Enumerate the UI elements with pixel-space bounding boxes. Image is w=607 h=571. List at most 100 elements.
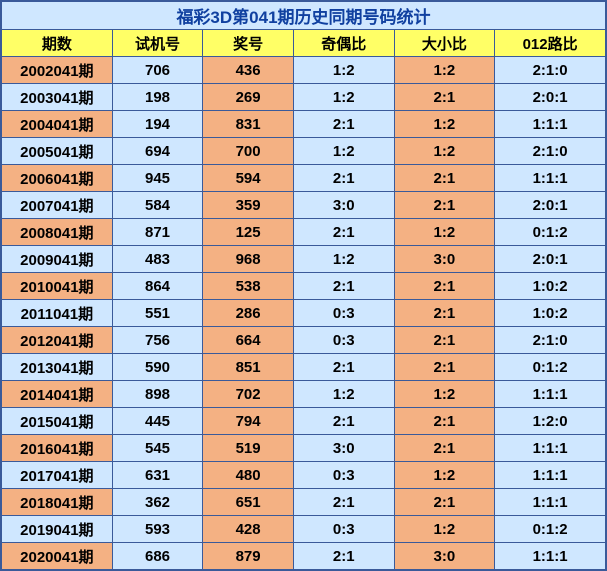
- cell-period: 2015041期: [2, 408, 113, 435]
- cell-trial: 483: [112, 246, 203, 273]
- cell-odd_even: 0:3: [293, 516, 394, 543]
- cell-win: 286: [203, 300, 294, 327]
- cell-big_small: 1:2: [394, 462, 495, 489]
- cell-trial: 194: [112, 111, 203, 138]
- cell-win: 702: [203, 381, 294, 408]
- cell-win: 700: [203, 138, 294, 165]
- col-header-win: 奖号: [203, 30, 294, 57]
- table-row: 2017041期6314800:31:21:1:1: [2, 462, 606, 489]
- cell-win: 664: [203, 327, 294, 354]
- cell-big_small: 2:1: [394, 354, 495, 381]
- cell-route012: 0:1:2: [495, 354, 606, 381]
- cell-period: 2013041期: [2, 354, 113, 381]
- cell-period: 2004041期: [2, 111, 113, 138]
- cell-big_small: 2:1: [394, 84, 495, 111]
- cell-trial: 694: [112, 138, 203, 165]
- cell-period: 2007041期: [2, 192, 113, 219]
- cell-trial: 864: [112, 273, 203, 300]
- cell-route012: 1:2:0: [495, 408, 606, 435]
- cell-big_small: 2:1: [394, 165, 495, 192]
- cell-trial: 551: [112, 300, 203, 327]
- cell-odd_even: 2:1: [293, 165, 394, 192]
- cell-big_small: 3:0: [394, 543, 495, 570]
- cell-period: 2019041期: [2, 516, 113, 543]
- cell-period: 2020041期: [2, 543, 113, 570]
- cell-trial: 706: [112, 57, 203, 84]
- cell-odd_even: 2:1: [293, 354, 394, 381]
- cell-win: 436: [203, 57, 294, 84]
- table-row: 2018041期3626512:12:11:1:1: [2, 489, 606, 516]
- cell-route012: 1:1:1: [495, 435, 606, 462]
- cell-period: 2005041期: [2, 138, 113, 165]
- cell-odd_even: 3:0: [293, 192, 394, 219]
- table-row: 2002041期7064361:21:22:1:0: [2, 57, 606, 84]
- cell-odd_even: 0:3: [293, 327, 394, 354]
- cell-big_small: 1:2: [394, 57, 495, 84]
- cell-odd_even: 0:3: [293, 462, 394, 489]
- cell-route012: 1:1:1: [495, 381, 606, 408]
- table-row: 2015041期4457942:12:11:2:0: [2, 408, 606, 435]
- cell-odd_even: 1:2: [293, 246, 394, 273]
- cell-win: 480: [203, 462, 294, 489]
- table-row: 2003041期1982691:22:12:0:1: [2, 84, 606, 111]
- cell-win: 269: [203, 84, 294, 111]
- cell-big_small: 2:1: [394, 327, 495, 354]
- col-header-oddeven: 奇偶比: [293, 30, 394, 57]
- cell-win: 519: [203, 435, 294, 462]
- cell-win: 651: [203, 489, 294, 516]
- cell-win: 538: [203, 273, 294, 300]
- cell-big_small: 1:2: [394, 516, 495, 543]
- cell-period: 2014041期: [2, 381, 113, 408]
- cell-big_small: 1:2: [394, 138, 495, 165]
- cell-period: 2016041期: [2, 435, 113, 462]
- cell-period: 2002041期: [2, 57, 113, 84]
- cell-big_small: 2:1: [394, 300, 495, 327]
- cell-period: 2012041期: [2, 327, 113, 354]
- cell-big_small: 1:2: [394, 381, 495, 408]
- cell-trial: 445: [112, 408, 203, 435]
- cell-odd_even: 2:1: [293, 273, 394, 300]
- cell-trial: 590: [112, 354, 203, 381]
- col-header-period: 期数: [2, 30, 113, 57]
- cell-period: 2010041期: [2, 273, 113, 300]
- cell-route012: 1:0:2: [495, 273, 606, 300]
- data-table: 福彩3D第041期历史同期号码统计 期数 试机号 奖号 奇偶比 大小比 012路…: [1, 1, 606, 570]
- cell-win: 359: [203, 192, 294, 219]
- cell-win: 879: [203, 543, 294, 570]
- cell-route012: 2:1:0: [495, 138, 606, 165]
- cell-trial: 686: [112, 543, 203, 570]
- table-row: 2020041期6868792:13:01:1:1: [2, 543, 606, 570]
- cell-odd_even: 3:0: [293, 435, 394, 462]
- cell-trial: 945: [112, 165, 203, 192]
- cell-period: 2017041期: [2, 462, 113, 489]
- cell-trial: 871: [112, 219, 203, 246]
- cell-trial: 545: [112, 435, 203, 462]
- table-row: 2010041期8645382:12:11:0:2: [2, 273, 606, 300]
- cell-big_small: 2:1: [394, 489, 495, 516]
- cell-big_small: 2:1: [394, 273, 495, 300]
- cell-odd_even: 1:2: [293, 138, 394, 165]
- cell-odd_even: 2:1: [293, 111, 394, 138]
- col-header-trial: 试机号: [112, 30, 203, 57]
- cell-odd_even: 1:2: [293, 57, 394, 84]
- cell-win: 831: [203, 111, 294, 138]
- table-row: 2012041期7566640:32:12:1:0: [2, 327, 606, 354]
- cell-odd_even: 2:1: [293, 219, 394, 246]
- cell-odd_even: 2:1: [293, 408, 394, 435]
- cell-route012: 0:1:2: [495, 516, 606, 543]
- table-row: 2007041期5843593:02:12:0:1: [2, 192, 606, 219]
- cell-route012: 1:1:1: [495, 111, 606, 138]
- table-row: 2013041期5908512:12:10:1:2: [2, 354, 606, 381]
- col-header-route: 012路比: [495, 30, 606, 57]
- cell-route012: 1:1:1: [495, 165, 606, 192]
- cell-trial: 898: [112, 381, 203, 408]
- lottery-history-table: 福彩3D第041期历史同期号码统计 期数 试机号 奖号 奇偶比 大小比 012路…: [0, 0, 607, 571]
- cell-route012: 2:0:1: [495, 84, 606, 111]
- cell-big_small: 3:0: [394, 246, 495, 273]
- cell-period: 2009041期: [2, 246, 113, 273]
- cell-trial: 756: [112, 327, 203, 354]
- cell-win: 968: [203, 246, 294, 273]
- cell-odd_even: 2:1: [293, 489, 394, 516]
- col-header-bigsmall: 大小比: [394, 30, 495, 57]
- cell-route012: 2:1:0: [495, 57, 606, 84]
